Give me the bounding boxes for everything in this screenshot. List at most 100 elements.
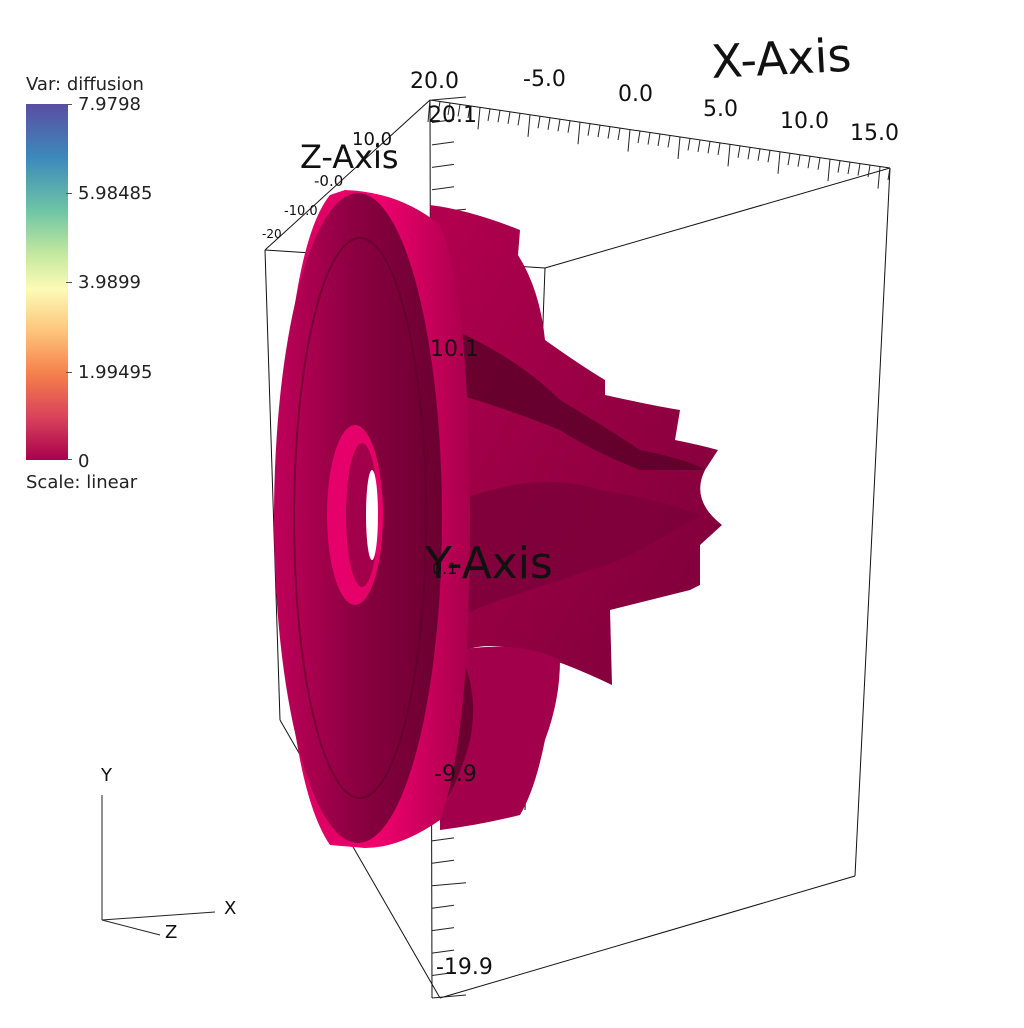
surface-mesh (274, 190, 722, 848)
x-axis-tick (467, 105, 471, 118)
x-axis-tick (797, 154, 801, 167)
x-axis-tick (517, 113, 521, 126)
x-axis-tick (757, 148, 761, 161)
y-tick-label: 20.1 (428, 103, 477, 128)
y-axis-tick (431, 186, 455, 191)
x-axis-tick (877, 166, 881, 189)
legend-tick-label: 3.9899 (78, 272, 141, 293)
y-axis-tick (431, 96, 467, 101)
x-axis-tick (827, 159, 831, 182)
x-axis-tick (587, 123, 591, 136)
x-axis-tick (767, 150, 771, 163)
x-axis-tick (717, 142, 721, 155)
x-axis-tick (667, 135, 671, 148)
y-tick-label: 10.1 (430, 337, 479, 362)
x-axis-tick (617, 128, 621, 141)
x-axis-tick (887, 167, 891, 181)
z-axis-tick-labels: 10.0 -0.0 -10.0 -20 (262, 129, 392, 241)
x-axis-tick (507, 111, 511, 124)
legend-scale: Scale: linear (26, 472, 138, 493)
z-tick-label: -20 (262, 227, 282, 241)
x-axis-tick (847, 162, 851, 175)
x-tick-label: 5.0 (703, 97, 738, 122)
triad-x-label: X (224, 898, 236, 919)
y-axis-tick (431, 163, 455, 168)
x-axis-tick (857, 163, 861, 176)
x-axis-tick (687, 138, 691, 151)
legend-tick-mark (66, 459, 72, 460)
x-axis-tick (867, 164, 871, 178)
legend-colorbar (26, 104, 68, 460)
orientation-triad (101, 795, 216, 936)
y-axis-title: Y-Axis (424, 538, 553, 589)
x-axis-tick (727, 144, 731, 167)
x-axis-tick (837, 160, 841, 173)
x-axis-tick (427, 99, 431, 123)
x-axis-tick (647, 132, 651, 145)
triad-z-label: Z (165, 922, 177, 943)
x-tick-label: 15.0 (850, 121, 899, 146)
legend-tick-mark (66, 372, 72, 373)
x-axis-tick (497, 110, 501, 123)
triad-y-label: Y (100, 765, 113, 786)
y-tick-label: 0.1 (432, 559, 457, 578)
x-axis-tick (437, 101, 441, 114)
y-axis-tick (431, 141, 455, 146)
y-axis-tick (431, 927, 455, 932)
y-axis-tick (431, 859, 455, 864)
x-axis-tick (807, 156, 811, 169)
x-axis-tick (627, 129, 631, 152)
x-axis-tick (557, 119, 561, 132)
x-axis-tick (597, 125, 601, 138)
x-axis-tick (697, 139, 701, 152)
x-axis-tick (737, 145, 741, 158)
x-axis-tick (707, 141, 711, 154)
x-axis-tick (817, 157, 821, 170)
z-tick-label: -0.0 (314, 172, 343, 190)
x-axis-title: X-Axis (710, 28, 853, 89)
x-axis-tick-labels: 20.0 -5.0 0.0 5.0 10.0 15.0 (410, 67, 899, 146)
z-tick-label: 10.0 (352, 129, 392, 150)
x-axis-tick (447, 102, 451, 116)
y-axis-tick (431, 994, 467, 999)
x-axis-tick (567, 120, 571, 133)
y-axis-tick (431, 837, 455, 842)
x-axis-tick (637, 130, 641, 144)
legend-tick-mark (66, 104, 72, 105)
y-axis-tick-labels: 20.1 10.1 0.1 -9.9 -19.9 (428, 103, 493, 980)
y-axis-tick (431, 949, 455, 954)
x-axis-tick (487, 108, 491, 121)
y-axis-tick (431, 904, 455, 909)
x-tick-label: -5.0 (523, 67, 566, 92)
legend-title: Var: diffusion (26, 74, 144, 95)
y-tick-label: -19.9 (436, 955, 493, 980)
x-tick-label: 20.0 (410, 69, 459, 94)
x-tick-label: 0.0 (618, 82, 653, 107)
x-axis-tick (547, 117, 551, 130)
z-tick-label: -10.0 (284, 204, 318, 219)
legend-tick-label: 5.98485 (78, 183, 153, 204)
x-axis-tick (457, 104, 461, 117)
z-axis-title: Z-Axis (300, 138, 399, 176)
x-axis-tick (607, 126, 611, 139)
x-axis-tick (537, 116, 541, 129)
legend-tick-mark (66, 193, 72, 194)
legend-tick-label: 1.99495 (78, 362, 153, 383)
x-axis-tick (747, 147, 751, 160)
y-axis-tick (431, 972, 455, 977)
x-axis-tick (657, 133, 661, 147)
x-axis-tick (787, 153, 791, 166)
legend-tick-label: 0 (78, 451, 90, 472)
x-axis-tick (577, 122, 581, 145)
y-axis-tick (431, 118, 455, 123)
legend-tick-label: 7.9798 (78, 94, 141, 115)
y-tick-label: -9.9 (434, 762, 477, 787)
x-axis-ticks (427, 99, 891, 189)
x-axis-tick (527, 114, 531, 137)
x-axis-tick (677, 136, 681, 160)
x-tick-label: 10.0 (780, 109, 829, 134)
y-axis-tick (431, 882, 467, 887)
x-axis-tick (777, 151, 781, 174)
